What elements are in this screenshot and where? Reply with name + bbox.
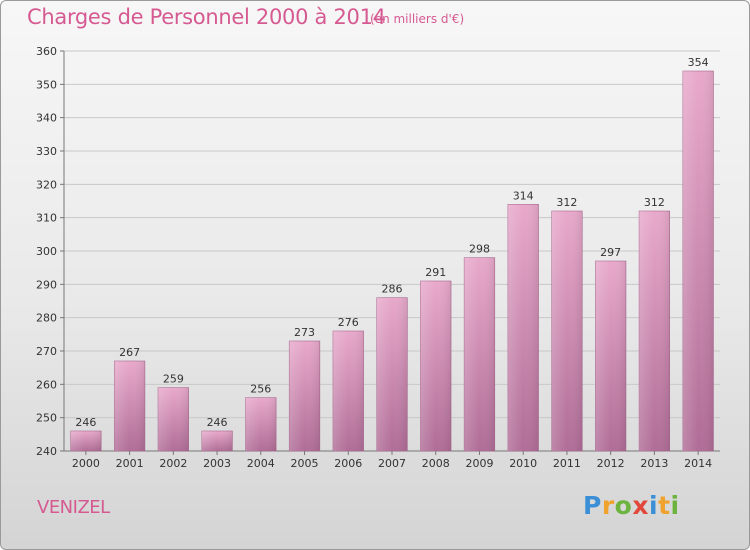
chart-subtitle: (en milliers d'€) bbox=[370, 12, 465, 26]
data-label-2009: 298 bbox=[469, 243, 490, 256]
y-tick-label: 340 bbox=[36, 112, 57, 125]
data-label-2006: 276 bbox=[338, 316, 359, 329]
data-label-2005: 273 bbox=[294, 326, 315, 339]
bar-shade-2013 bbox=[639, 211, 670, 451]
data-label-2011: 312 bbox=[556, 196, 577, 209]
logo-letter: i bbox=[649, 491, 659, 520]
bar-shade-2003 bbox=[201, 431, 233, 451]
x-tick-label-2008: 2008 bbox=[422, 457, 450, 470]
bar-shade-2000 bbox=[70, 431, 102, 451]
proxiti-logo: Proxiti bbox=[583, 491, 680, 520]
bar-shade-2008 bbox=[420, 281, 452, 451]
logo-letter: r bbox=[601, 491, 615, 520]
data-label-2007: 286 bbox=[382, 283, 403, 296]
data-label-2010: 314 bbox=[513, 189, 534, 202]
bar-shade-2005 bbox=[289, 341, 320, 451]
y-tick-label: 260 bbox=[36, 378, 57, 391]
y-tick-label: 250 bbox=[36, 412, 57, 425]
y-tick-label: 350 bbox=[36, 78, 57, 91]
logo-letter: x bbox=[632, 491, 649, 520]
bar-shade-2009 bbox=[464, 257, 495, 451]
logo-letter: t bbox=[658, 491, 671, 520]
bar-shade-2004 bbox=[245, 397, 277, 451]
bar-shade-2001 bbox=[114, 361, 145, 451]
data-label-2014: 354 bbox=[688, 56, 709, 69]
data-label-2003: 246 bbox=[207, 416, 228, 429]
data-label-2004: 256 bbox=[250, 383, 271, 396]
bar-shade-2014 bbox=[682, 71, 714, 451]
y-tick-label: 270 bbox=[36, 345, 57, 358]
logo-letter: i bbox=[670, 491, 680, 520]
x-tick-label-2012: 2012 bbox=[597, 457, 625, 470]
x-tick-label-2007: 2007 bbox=[378, 457, 406, 470]
data-label-2001: 267 bbox=[119, 346, 140, 359]
x-tick-label-2004: 2004 bbox=[247, 457, 275, 470]
y-tick-label: 360 bbox=[36, 45, 57, 58]
bar-shade-2012 bbox=[595, 261, 626, 451]
logo-letter: P bbox=[583, 491, 602, 520]
x-tick-label-2014: 2014 bbox=[684, 457, 712, 470]
y-tick-label: 320 bbox=[36, 178, 57, 191]
x-tick-label-2011: 2011 bbox=[553, 457, 581, 470]
data-label-2000: 246 bbox=[75, 416, 96, 429]
x-tick-label-2010: 2010 bbox=[509, 457, 537, 470]
y-tick-label: 310 bbox=[36, 212, 57, 225]
y-tick-label: 280 bbox=[36, 312, 57, 325]
bar-shade-2010 bbox=[507, 204, 539, 451]
x-tick-label-2009: 2009 bbox=[465, 457, 493, 470]
x-tick-label-2013: 2013 bbox=[640, 457, 668, 470]
data-label-2012: 297 bbox=[600, 246, 621, 259]
x-tick-label-2002: 2002 bbox=[159, 457, 187, 470]
chart-title: Charges de Personnel 2000 à 2014 bbox=[27, 5, 386, 29]
x-tick-label-2003: 2003 bbox=[203, 457, 231, 470]
x-tick-label-2000: 2000 bbox=[72, 457, 100, 470]
y-tick-label: 290 bbox=[36, 278, 57, 291]
x-tick-label-2005: 2005 bbox=[291, 457, 319, 470]
bar-shade-2006 bbox=[332, 331, 364, 451]
data-label-2008: 291 bbox=[425, 266, 446, 279]
town-name: VENIZEL bbox=[37, 497, 110, 518]
bar-shade-2011 bbox=[551, 211, 583, 451]
data-label-2002: 259 bbox=[163, 373, 184, 386]
x-tick-label-2006: 2006 bbox=[334, 457, 362, 470]
x-tick-label-2001: 2001 bbox=[116, 457, 144, 470]
bar-shade-2007 bbox=[376, 297, 408, 451]
y-tick-label: 300 bbox=[36, 245, 57, 258]
bar-shade-2002 bbox=[158, 387, 189, 451]
y-tick-label: 330 bbox=[36, 145, 57, 158]
logo-letter: o bbox=[614, 491, 633, 520]
y-tick-label: 240 bbox=[36, 445, 57, 458]
data-label-2013: 312 bbox=[644, 196, 665, 209]
